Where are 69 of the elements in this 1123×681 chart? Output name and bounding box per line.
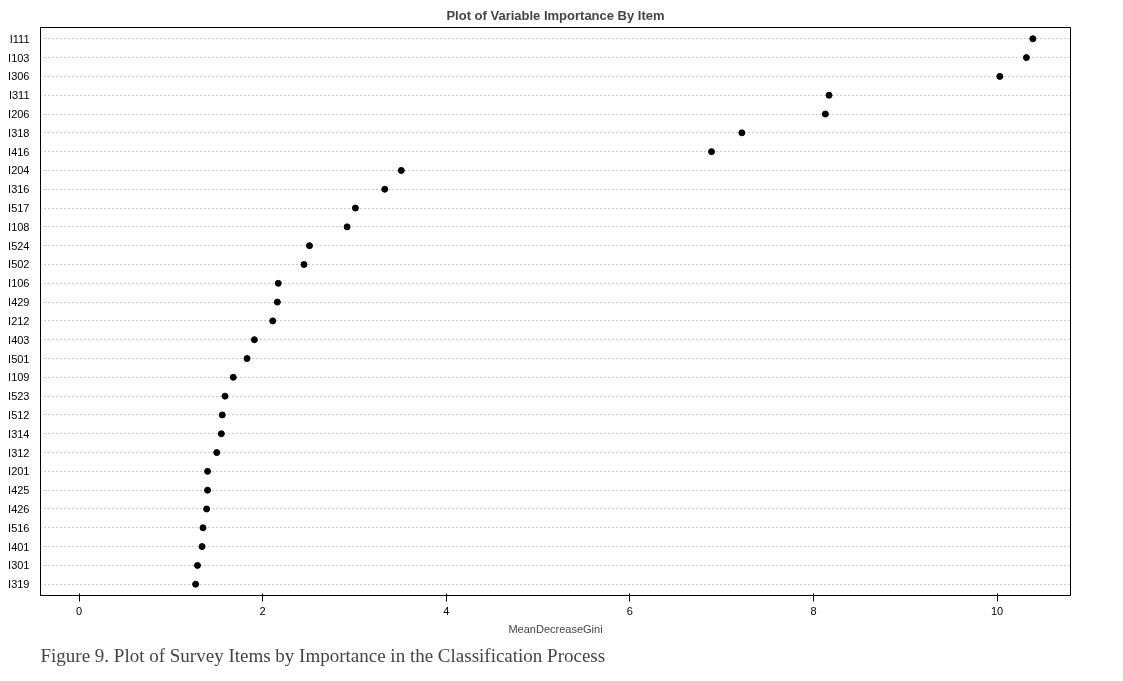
y-tick-label: I301 — [8, 559, 30, 572]
point — [204, 467, 212, 475]
y-tick-label: I416 — [8, 145, 30, 158]
y-tick-label: I204 — [8, 164, 30, 177]
y-tick-label: I314 — [8, 427, 30, 440]
y-tick-label: I316 — [8, 183, 30, 196]
point — [213, 449, 221, 457]
y-tick-label: I517 — [8, 202, 30, 215]
point — [273, 298, 281, 306]
y-tick-label: I111 — [9, 32, 30, 45]
y-tick-label: I312 — [8, 446, 30, 459]
point — [198, 543, 206, 551]
point — [825, 91, 833, 99]
x-tick-label: 2 — [259, 604, 266, 617]
point — [708, 148, 716, 156]
y-tick-label: I512 — [8, 408, 30, 421]
y-tick-label: I516 — [8, 521, 30, 534]
point — [192, 580, 200, 588]
point — [381, 185, 389, 193]
x-tick-label: 8 — [810, 604, 817, 617]
y-tick-label: I106 — [8, 277, 30, 290]
point — [193, 561, 201, 569]
point — [269, 317, 277, 325]
point — [221, 392, 229, 400]
y-tick-label: I311 — [8, 89, 30, 102]
y-tick-label: I502 — [8, 258, 30, 271]
y-tick-label: I306 — [8, 70, 30, 83]
point — [821, 110, 829, 118]
y-tick-label: I109 — [8, 371, 30, 384]
y-tick-label: I201 — [8, 465, 30, 478]
point — [250, 336, 258, 344]
point — [1022, 54, 1030, 62]
point — [229, 373, 237, 381]
y-tick-label: I429 — [8, 296, 30, 309]
x-tick-label: 10 — [990, 604, 1004, 617]
x-axis-title: MeanDecreaseGini — [508, 622, 603, 635]
y-tick-label: I318 — [8, 126, 30, 139]
y-tick-label: I523 — [8, 390, 30, 403]
y-tick-label: I206 — [8, 108, 30, 121]
point — [996, 72, 1004, 80]
y-tick-label: I524 — [8, 239, 30, 252]
x-tick-label: 6 — [626, 604, 633, 617]
point — [217, 430, 225, 438]
y-tick-label: I403 — [8, 333, 30, 346]
y-tick-label: I501 — [8, 352, 30, 365]
point — [274, 279, 282, 287]
point — [300, 260, 308, 268]
point — [1029, 35, 1037, 43]
point — [397, 166, 405, 174]
point — [199, 524, 207, 532]
y-tick-label: I425 — [8, 484, 30, 497]
point — [738, 129, 746, 137]
caption: Figure 9. Plot of Survey Items by Importance in the Classification Process — [40, 644, 606, 666]
x-tick-label: 4 — [443, 604, 450, 617]
y-tick-label: I212 — [8, 314, 30, 327]
chart-title: Plot of Variable Importance By Item — [446, 7, 665, 23]
point — [243, 355, 251, 363]
point — [343, 223, 351, 231]
point — [305, 242, 313, 250]
point — [203, 505, 211, 513]
y-tick-label: I401 — [8, 540, 30, 553]
point — [351, 204, 359, 212]
x-tick-label: 0 — [76, 604, 83, 617]
y-tick-label: I319 — [8, 578, 30, 591]
point — [204, 486, 212, 494]
y-tick-label: I103 — [8, 51, 30, 64]
point — [218, 411, 226, 419]
y-tick-label: I426 — [8, 502, 30, 515]
y-tick-label: I108 — [8, 220, 30, 233]
